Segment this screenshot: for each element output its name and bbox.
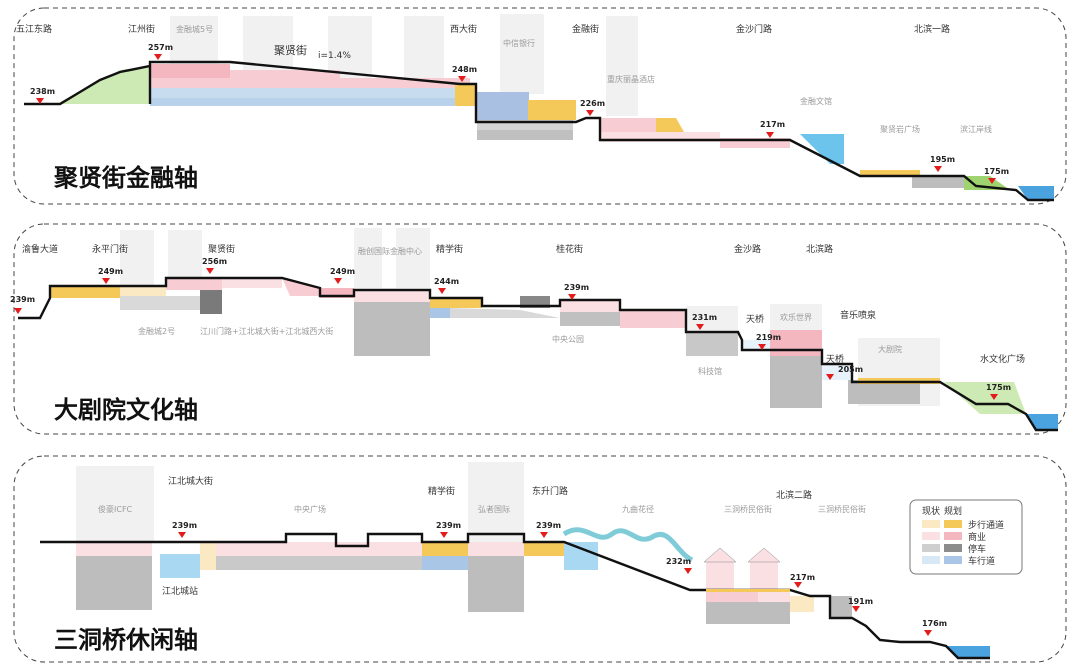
building-label: 九曲花径 [622,504,654,514]
building-label: 中央广场 [294,504,326,514]
building-label: 三洞桥民俗街 [818,504,866,514]
panel-leisure-axis: 江北城大街 精学街 东升门路 北滨二路 俊豪ICFC 中央广场 弘者国际 九曲花… [13,455,1067,663]
building-label: 弘者国际 [478,505,510,514]
axis-title: 大剧院文化轴 [54,396,198,424]
street-label: 金沙门路 [736,23,772,35]
street-label: 聚贤街 [208,243,235,255]
legend-item-label: 步行通道 [968,519,1004,531]
elevation-label: 175m [984,167,1009,176]
bridge-label: 天桥 [746,313,764,325]
elevation-label: 249m [330,267,355,276]
building-label: 金融城5号 [176,24,213,34]
street-label: 永平门街 [92,243,128,255]
street-label: 东升门路 [532,485,568,497]
building-label: 聚贤岩广场 [880,124,920,134]
panel-finance-axis: 五江东路 江州街 西大街 金融街 金沙门路 北滨一路 金融城5号 中信银行 重庆… [13,7,1067,205]
street-label: 江北城大街 [168,475,213,487]
street-label: 桂花街 [556,243,583,255]
building-label: 江川门路+江北城大街+江北城西大街 [200,326,333,336]
building-label: 滨江岸线 [960,124,992,134]
street-label: 北滨二路 [776,489,812,501]
elevation-label: 231m [692,313,717,322]
building-label: 水文化广场 [980,353,1025,365]
elevation-label: 256m [202,257,227,266]
street-label: 北滨一路 [914,23,950,35]
building-label: 金融城2号 [138,326,175,336]
elevation-label: 217m [790,573,815,582]
street-label: 金融街 [572,23,599,35]
axis-title: 三洞桥休闲轴 [54,626,198,654]
elevation-label: 239m [10,295,35,304]
building-label: 中央公园 [552,334,584,344]
legend-header-current: 现状 [922,505,940,517]
building-label: 金融文馆 [800,96,832,106]
legend-header-planned: 规划 [944,505,962,517]
elevation-markers: 239m 249m 256m 249m 244m 239m 231m 219m … [10,257,1011,400]
building-label: 三洞桥民俗街 [724,504,772,514]
elevation-label: 239m [564,283,589,292]
building-label: 中信银行 [503,38,535,48]
elevation-label: 249m [98,267,123,276]
bridge-label: 天桥 [826,353,844,365]
elevation-label: 219m [756,333,781,342]
street-label: 精学街 [436,243,463,255]
street-label: 江州街 [128,23,155,35]
elevation-label: 239m [172,521,197,530]
elevation-label: 226m [580,99,605,108]
elevation-markers: 238m 257m 248m 226m 217m 195m 175m [30,43,1009,184]
feature-label: 音乐喷泉 [840,309,876,321]
elevation-label: 239m [536,521,561,530]
elevation-markers: 239m 239m 239m 232m 217m 191m 176m [172,521,947,636]
building-label: 欢乐世界 [780,312,812,322]
street-label: 精学街 [428,485,455,497]
building-label: 大剧院 [878,344,902,354]
elevation-label: 195m [930,155,955,164]
elevation-label: 205m [838,365,863,374]
panel-culture-axis: 渝鲁大道 永平门街 聚贤街 精学街 桂花街 金沙路 北滨路 融创国际金融中心 金… [10,223,1067,435]
legend-item-label: 车行道 [968,555,995,567]
legend: 现状 规划 步行通道 商业 停车 车行道 [909,499,1023,575]
building-label: 重庆丽晶酒店 [607,74,655,84]
street-label: 五江东路 [16,23,52,35]
elevation-label: 239m [436,521,461,530]
elevation-label: 175m [986,383,1011,392]
building-label: 俊豪ICFC [98,504,133,514]
elevation-label: 248m [452,65,477,74]
road-name: 聚贤街 [274,43,307,57]
elevation-label: 191m [848,597,873,606]
street-label: 北滨路 [806,243,833,255]
elevation-label: 232m [666,557,691,566]
axis-title: 聚贤街金融轴 [53,164,198,192]
elevation-label: 244m [434,277,459,286]
legend-item-label: 停车 [968,543,986,555]
street-label: 西大街 [450,23,477,35]
elevation-label: 176m [922,619,947,628]
building-label: 融创国际金融中心 [358,246,422,256]
street-label: 渝鲁大道 [22,243,58,255]
building-label: 江北城站 [162,585,198,597]
street-label: 金沙路 [734,243,761,255]
gradient-label: i=1.4% [318,51,351,61]
elevation-label: 238m [30,87,55,96]
legend-item-label: 商业 [968,531,986,543]
building-label: 科技馆 [698,366,722,376]
elevation-label: 257m [148,43,173,52]
elevation-label: 217m [760,120,785,129]
